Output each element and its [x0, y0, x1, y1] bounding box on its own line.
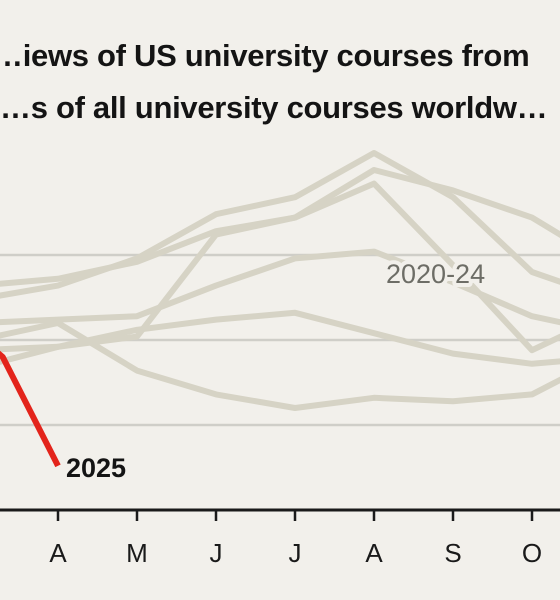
- current-year-line: [0, 350, 61, 468]
- x-tick-label-7: O: [522, 538, 542, 568]
- x-tick-label-6: S: [444, 538, 461, 568]
- current-year-series: [0, 350, 61, 468]
- x-tick-label-5: A: [365, 538, 383, 568]
- past-years-series: [0, 150, 560, 411]
- annotations: 2020-24 2025: [62, 255, 489, 487]
- past-year-line-3: [0, 248, 560, 326]
- past-year-line-1: [0, 150, 560, 299]
- chart-title-line-2: …s of all university courses worldw…: [0, 90, 548, 125]
- past-year-line-6: [0, 309, 560, 367]
- past-year-line-5: [0, 320, 560, 411]
- x-tick-label-3: J: [210, 538, 223, 568]
- label-2025: 2025: [66, 453, 126, 483]
- chart-title-line-1: …iews of US university courses from: [0, 38, 530, 73]
- x-tick-label-2: M: [126, 538, 148, 568]
- label-2020-24: 2020-24: [386, 259, 485, 289]
- x-tick-label-4: J: [289, 538, 302, 568]
- x-tick-label-1: A: [49, 538, 67, 568]
